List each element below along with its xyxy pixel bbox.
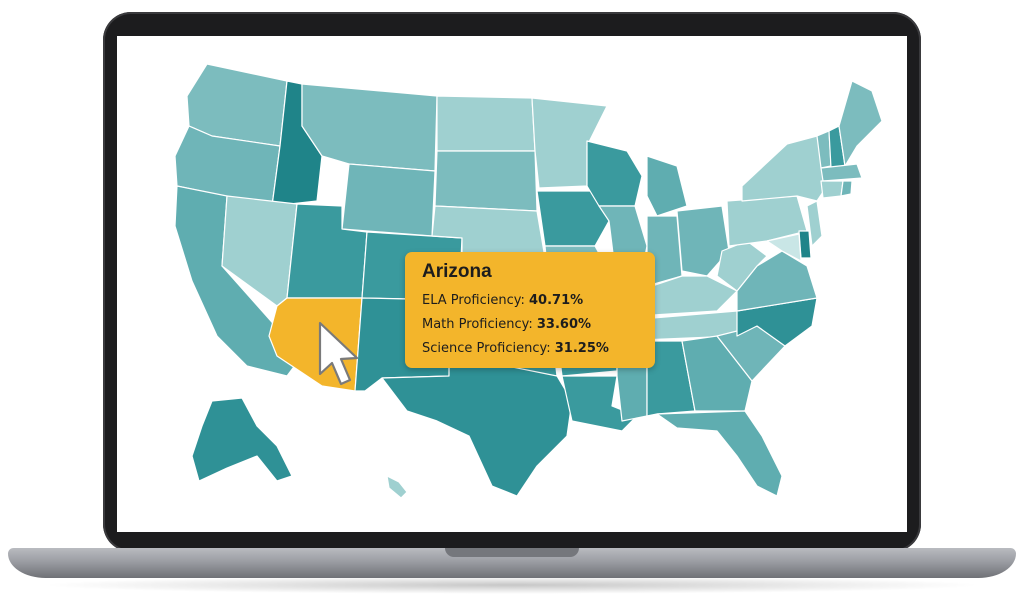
tooltip-math-value: 33.60% bbox=[536, 317, 592, 332]
arrow-cursor-icon bbox=[318, 321, 359, 386]
state-georgia[interactable] bbox=[681, 335, 753, 412]
tooltip-row-math: Math Proficiency: 33.60% bbox=[422, 313, 655, 337]
state-massachusetts[interactable] bbox=[820, 163, 863, 182]
state-wyoming[interactable] bbox=[341, 163, 436, 237]
tooltip-ela-label: ELA Proficiency: bbox=[422, 293, 525, 308]
state-ohio[interactable] bbox=[676, 205, 730, 277]
state-alaska[interactable] bbox=[191, 397, 293, 482]
tooltip-ela-value: 40.71% bbox=[529, 293, 584, 308]
state-wisconsin[interactable] bbox=[586, 140, 643, 207]
state-new-york[interactable] bbox=[741, 135, 828, 202]
state-michigan[interactable] bbox=[646, 155, 688, 217]
tooltip-title: Arizona bbox=[422, 261, 492, 282]
state-south-dakota[interactable] bbox=[434, 150, 538, 212]
state-hawaii[interactable] bbox=[386, 475, 408, 499]
tooltip-science-label: Science Proficiency: bbox=[422, 341, 551, 356]
state-connecticut[interactable] bbox=[820, 180, 844, 199]
state-alabama[interactable] bbox=[646, 340, 696, 417]
state-iowa[interactable] bbox=[536, 190, 610, 247]
state-maine[interactable] bbox=[838, 80, 883, 167]
tooltip-math-label: Math Proficiency: bbox=[422, 317, 533, 332]
state-rhode-island[interactable] bbox=[840, 180, 853, 197]
state-north-dakota[interactable] bbox=[436, 95, 536, 152]
tooltip-row-science: Science Proficiency: 31.25% bbox=[422, 337, 655, 361]
tooltip-row-ela: ELA Proficiency: 40.71% bbox=[422, 289, 655, 313]
tooltip-science-value: 31.25% bbox=[554, 341, 609, 356]
us-map bbox=[174, 63, 883, 499]
state-florida[interactable] bbox=[656, 410, 783, 497]
state-tooltip: Arizona ELA Proficiency: 40.71% Math Pro… bbox=[405, 252, 655, 368]
state-new-jersey[interactable] bbox=[806, 200, 823, 247]
laptop-notch bbox=[445, 548, 579, 557]
laptop-shadow bbox=[40, 576, 984, 594]
state-maryland[interactable] bbox=[766, 233, 802, 262]
screen: Arizona ELA Proficiency: 40.71% Math Pro… bbox=[117, 36, 907, 532]
